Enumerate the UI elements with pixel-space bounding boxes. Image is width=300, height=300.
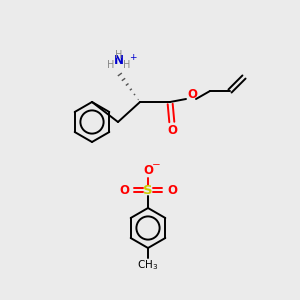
Text: O: O [167, 184, 177, 196]
Text: CH$_3$: CH$_3$ [137, 258, 159, 272]
Text: O: O [187, 88, 197, 101]
Text: H: H [123, 60, 131, 70]
Text: S: S [143, 184, 153, 196]
Text: O: O [167, 124, 177, 136]
Text: O: O [119, 184, 129, 196]
Text: +: + [129, 52, 137, 62]
Text: H: H [115, 50, 123, 60]
Text: O: O [143, 164, 153, 178]
Text: N: N [114, 55, 124, 68]
Text: H: H [107, 60, 115, 70]
Text: −: − [152, 160, 160, 170]
